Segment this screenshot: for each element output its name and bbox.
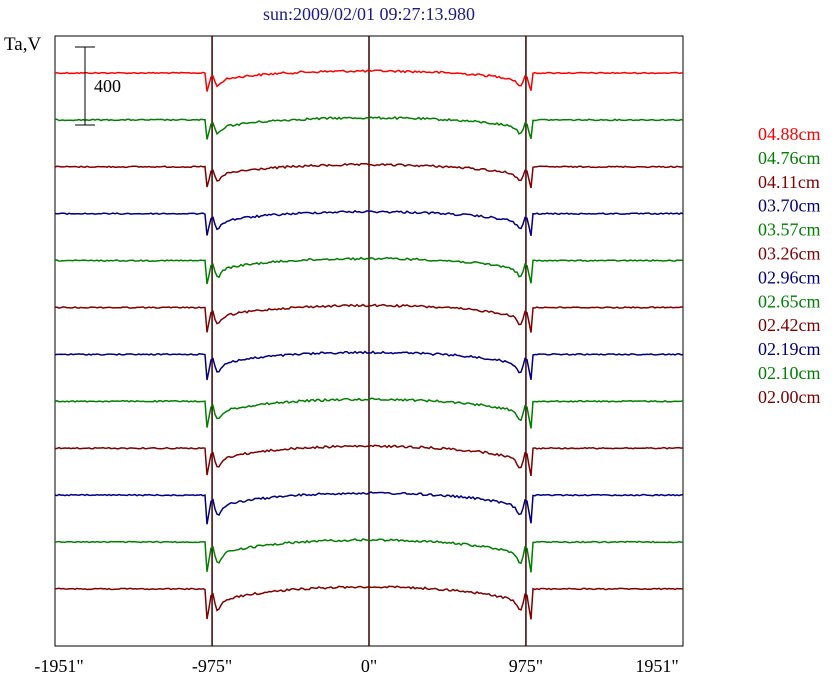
series-line-04.11cm — [54, 162, 684, 189]
x-tick-label: 0" — [361, 656, 377, 676]
legend-entry: 02.10cm — [758, 363, 821, 383]
scale-bar-group: 400 — [75, 46, 121, 126]
legend-entry: 02.19cm — [758, 339, 821, 359]
legend-entry: 03.70cm — [758, 196, 821, 216]
x-tick-label: 1951" — [635, 656, 678, 676]
series-line-03.26cm — [54, 303, 683, 333]
x-tick-label: -1951" — [34, 656, 83, 676]
series-line-02.65cm — [54, 397, 684, 429]
series-line-04.76cm — [54, 115, 684, 140]
scale-bar-label: 400 — [94, 76, 121, 96]
series-line-02.42cm — [54, 444, 684, 477]
legend-entry: 02.42cm — [758, 315, 821, 335]
series-line-04.88cm — [54, 69, 684, 92]
series-line-02.19cm — [54, 491, 684, 525]
legend-entry: 02.00cm — [758, 387, 821, 407]
legend-entry: 04.76cm — [758, 148, 821, 168]
legend-entry: 02.96cm — [758, 267, 821, 287]
series-line-03.57cm — [54, 256, 683, 285]
series-line-03.70cm — [54, 209, 684, 236]
series-line-02.10cm — [54, 538, 683, 573]
vertical-reference-lines — [211, 36, 527, 646]
series-line-02.96cm — [54, 350, 684, 381]
x-tick-label: 975" — [509, 656, 543, 676]
legend-entry: 03.57cm — [758, 220, 821, 240]
legend-entry: 03.26cm — [758, 244, 821, 264]
legend-entry: 04.11cm — [758, 172, 820, 192]
x-tick-label: -975" — [192, 656, 232, 676]
chart-title: sun:2009/02/01 09:27:13.980 — [263, 4, 475, 24]
legend-entry: 04.88cm — [758, 124, 821, 144]
series-line-02.00cm — [54, 585, 684, 620]
series-lines — [54, 69, 684, 620]
legend: 04.88cm 04.76cm 04.11cm 03.70cm 03.57cm 03.26… — [758, 124, 821, 407]
x-tick-labels: -1951" -975" 0" 975" 1951" — [34, 656, 678, 676]
legend-entry: 02.65cm — [758, 291, 821, 311]
y-axis-label: Ta,V — [4, 34, 41, 55]
